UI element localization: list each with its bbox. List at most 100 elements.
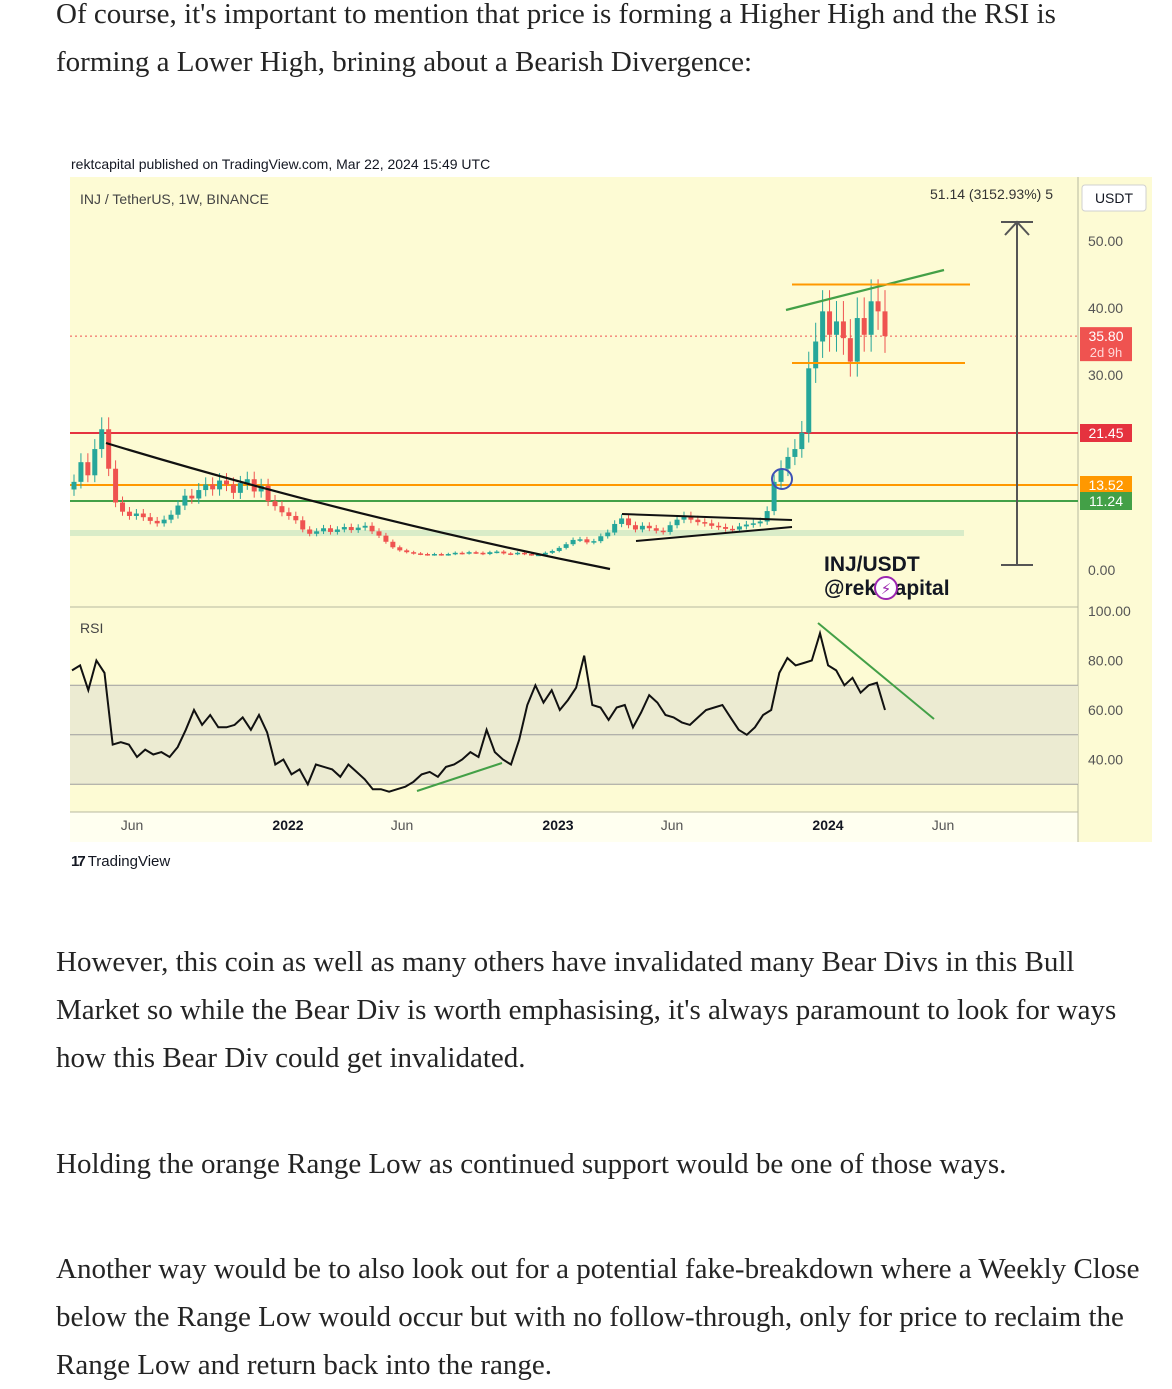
time-axis-label: Jun <box>121 817 144 833</box>
candle-body <box>771 481 777 512</box>
price-badge-label: 11.24 <box>1089 493 1123 509</box>
candle-body <box>660 530 666 533</box>
price-badge-bg <box>1080 424 1132 442</box>
price-badge-label: 21.45 <box>1088 425 1123 441</box>
candle-body <box>764 511 770 522</box>
candle-body <box>591 541 597 543</box>
rsi-tick-label: 80.00 <box>1088 653 1123 669</box>
candle-body <box>140 513 146 518</box>
candle-body <box>203 484 209 491</box>
candle-body <box>716 525 722 528</box>
candle-body <box>300 520 306 530</box>
candle-body <box>778 468 784 482</box>
candle-body <box>653 528 659 531</box>
candle-body <box>85 462 91 476</box>
chart-caption: rektcapital published on TradingView.com… <box>71 156 491 172</box>
triangle-top-line <box>621 513 793 521</box>
price-badge-bg <box>1080 492 1132 510</box>
candle-body <box>445 554 451 556</box>
candle-body <box>515 552 521 555</box>
candle-body <box>113 468 119 503</box>
candle-body <box>265 485 271 502</box>
tradingview-logo-mark: 17 <box>71 853 86 870</box>
candle-body <box>736 526 742 530</box>
rsi-line <box>71 629 886 793</box>
symbol-label: INJ / TetherUS, 1W, BINANCE <box>80 191 269 207</box>
paragraph-range-low: Holding the orange Range Low as continue… <box>56 1148 1007 1180</box>
candle-body <box>639 525 645 530</box>
candle-body <box>868 301 874 335</box>
candle-body <box>196 490 202 499</box>
candle-body <box>120 502 126 512</box>
candle-body <box>799 432 805 450</box>
time-axis-label: Jun <box>391 817 414 833</box>
time-axis-label: 2024 <box>812 817 843 833</box>
candle-body <box>757 521 763 524</box>
candle-body <box>626 518 632 526</box>
candle-body <box>875 301 881 312</box>
time-axis-labels: Jun 2022 Jun 2023 Jun 2024 Jun <box>121 817 955 833</box>
candle-body <box>314 531 320 534</box>
candle-body <box>528 554 534 556</box>
paragraph-invalidation: However, this coin as well as many other… <box>56 946 1117 1074</box>
candle-body <box>702 522 708 524</box>
price-tick-label: 30.00 <box>1088 367 1123 383</box>
candle-body <box>577 539 583 541</box>
support-zone-band <box>70 530 964 536</box>
candle-body <box>459 552 465 555</box>
candle-body <box>522 552 528 555</box>
candle-body <box>418 553 424 555</box>
candle-body <box>133 513 139 516</box>
rsi-rising-trendline <box>416 762 503 792</box>
candle-body <box>681 515 687 520</box>
tradingview-logo[interactable]: 17 TradingView <box>71 853 170 870</box>
candle-body <box>709 523 715 526</box>
time-axis-label: 2023 <box>542 817 573 833</box>
candle-body <box>230 484 236 493</box>
candle-body <box>154 520 160 524</box>
price-badge-bg <box>1080 327 1132 362</box>
measure-arrowhead <box>1004 220 1030 236</box>
candle-body <box>286 512 292 516</box>
candle-body <box>293 515 299 521</box>
currency-label[interactable]: USDT <box>1095 190 1134 206</box>
candle-body <box>369 525 375 532</box>
candle-body <box>542 552 548 555</box>
time-axis-label: Jun <box>661 817 684 833</box>
watermark-lightning-icon <box>874 576 898 600</box>
price-tick-label: 50.00 <box>1088 233 1123 249</box>
candle-body <box>570 539 576 545</box>
rsi-tick-label: 60.00 <box>1088 702 1123 718</box>
candle-body <box>279 506 285 513</box>
candle-body <box>667 525 673 532</box>
tradingview-chart[interactable]: INJ / TetherUS, 1W, BINANCE 51.14 (3152.… <box>70 177 1152 842</box>
candle-body <box>376 531 382 536</box>
candle-body <box>632 525 638 530</box>
candle-body <box>806 368 812 433</box>
candle-body <box>147 517 153 521</box>
candle-body <box>168 514 174 520</box>
rsi-lower-high-trendline <box>817 622 935 720</box>
candle-body <box>695 519 701 523</box>
candle-body <box>487 552 493 555</box>
candle-body <box>210 484 216 490</box>
candle-body <box>563 544 569 548</box>
candle-body <box>508 553 514 555</box>
candle-body <box>598 536 604 542</box>
triangle-bottom-line <box>635 526 793 542</box>
candle-body <box>743 524 749 527</box>
candle-body <box>92 449 98 476</box>
candle-body <box>327 528 333 532</box>
candle-body <box>404 550 410 553</box>
candle-body <box>341 527 347 530</box>
candle-body <box>882 311 888 337</box>
candle-body <box>334 529 340 532</box>
candle-body <box>175 505 181 515</box>
measure-label: 51.14 (3152.93%) 5 <box>930 186 1053 202</box>
candle-body <box>549 550 555 553</box>
candle-body <box>321 528 327 532</box>
candle-body <box>840 321 846 339</box>
candle-body <box>854 318 860 362</box>
candle-body <box>556 547 562 551</box>
candle-body <box>217 480 223 490</box>
